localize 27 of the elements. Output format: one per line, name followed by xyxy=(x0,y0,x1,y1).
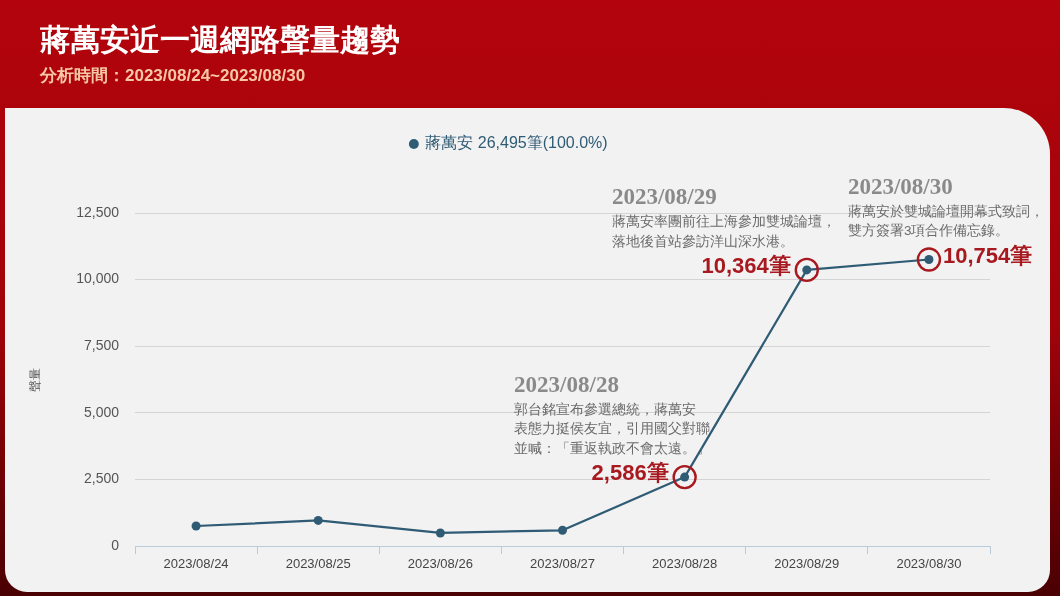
x-tick-label: 2023/08/27 xyxy=(529,556,596,572)
annotation: 2023/08/29 蔣萬安率團前往上海參加雙城論壇，落地後首站參訪洋山深水港。 xyxy=(611,184,836,249)
x-tick-label: 2023/08/28 xyxy=(652,556,718,572)
x-tick-label: 2023/08/25 xyxy=(285,556,351,572)
y-tick-label: 5,000 xyxy=(83,403,120,420)
chart-title: 蔣萬安近一週網路聲量趨勢 xyxy=(40,22,400,58)
legend-label: 蔣萬安 26,495筆(100.0%) xyxy=(425,134,608,152)
data-label: 2,586筆 xyxy=(591,460,669,486)
data-label: 10,364筆 xyxy=(701,252,791,278)
y-tick-label: 10,000 xyxy=(76,270,120,287)
data-label: 10,754筆 xyxy=(942,242,1033,268)
y-tick-label: 0 xyxy=(111,536,120,553)
y-axis-title: 聲量 xyxy=(27,367,42,392)
x-tick-label: 2023/08/24 xyxy=(163,556,229,572)
y-tick-label: 7,500 xyxy=(83,337,120,354)
point xyxy=(191,521,201,531)
x-tick-label: 2023/08/30 xyxy=(896,556,962,572)
x-tick-label: 2023/08/26 xyxy=(407,556,473,572)
y-tick-label: 2,500 xyxy=(83,470,120,487)
point xyxy=(313,515,323,525)
annotation: 2023/08/28 郭台銘宣布參選總統，蔣萬安表態力挺侯友宜，引用國父對聯並喊：「重返執政不會太遠。」 xyxy=(514,372,711,456)
x-tick-label: 2023/08/29 xyxy=(774,556,840,572)
annotation: 2023/08/30 蔣萬安於雙城論壇開幕式致詞，雙方簽署3項合作備忘錄。 xyxy=(847,173,1044,239)
point xyxy=(435,528,445,538)
y-tick-label: 12,500 xyxy=(76,203,120,220)
point xyxy=(558,525,567,535)
chart-subtitle: 分析時間：2023/08/24~2023/08/30 xyxy=(40,65,306,87)
